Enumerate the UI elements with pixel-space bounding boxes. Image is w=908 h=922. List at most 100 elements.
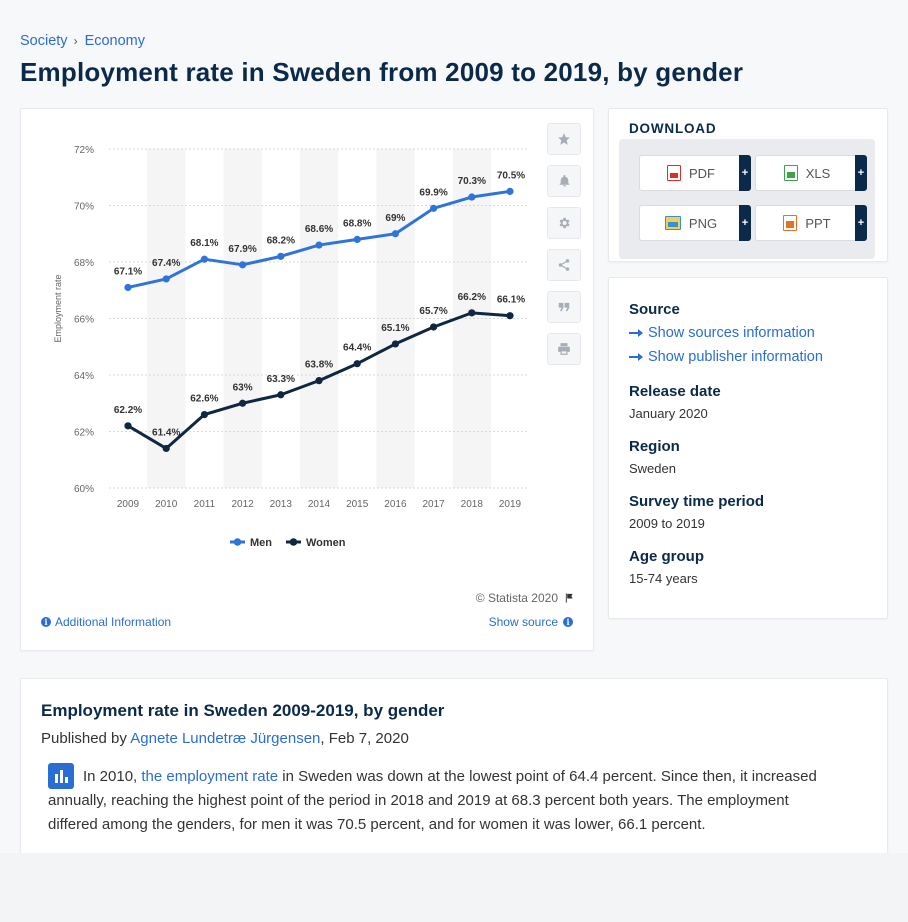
additional-information-link[interactable]: i Additional Information: [41, 615, 171, 629]
flag-icon[interactable]: [564, 592, 575, 604]
download-xls-plus[interactable]: +: [855, 155, 867, 191]
download-xls-button[interactable]: XLS: [755, 155, 859, 191]
info-icon: i: [563, 617, 573, 627]
download-card: DOWNLOAD PDF + XLS + PNG + PPT +: [608, 108, 888, 262]
download-pdf-button[interactable]: PDF: [639, 155, 743, 191]
cite-button[interactable]: [547, 291, 581, 323]
notification-button[interactable]: [547, 165, 581, 197]
data-label: 69.9%: [419, 187, 447, 198]
source-heading: Source: [629, 301, 680, 318]
x-tick-label: 2017: [422, 499, 445, 510]
pdf-file-icon: [667, 165, 681, 181]
data-label: 67.9%: [228, 244, 256, 255]
y-tick-label: 70%: [74, 202, 94, 213]
download-png-button[interactable]: PNG: [639, 205, 743, 241]
breadcrumb-economy[interactable]: Economy: [84, 33, 146, 49]
data-label: 63.3%: [267, 374, 295, 385]
settings-button[interactable]: [547, 207, 581, 239]
x-tick-label: 2014: [308, 499, 331, 510]
favorite-button[interactable]: [547, 123, 581, 155]
download-png-plus[interactable]: +: [739, 205, 751, 241]
data-label: 69%: [385, 213, 405, 224]
y-tick-label: 64%: [74, 371, 94, 382]
article-card: Employment rate in Sweden 2009-2019, by …: [20, 678, 888, 868]
arrow-right-icon: [629, 329, 643, 337]
data-label: 68.1%: [190, 238, 218, 249]
page: Society › Economy Employment rate in Swe…: [20, 33, 888, 868]
statistic-icon: [48, 763, 74, 789]
data-label: 65.1%: [381, 323, 409, 334]
x-tick-label: 2010: [155, 499, 178, 510]
release-date-value: January 2020: [629, 406, 708, 421]
quote-icon: [558, 302, 570, 312]
x-tick-label: 2018: [461, 499, 484, 510]
published-date: , Feb 7, 2020: [320, 730, 409, 747]
data-point: [239, 261, 247, 269]
data-point: [124, 283, 132, 292]
y-tick-label: 72%: [74, 145, 94, 156]
data-point: [200, 410, 208, 419]
data-label: 63%: [233, 382, 253, 393]
ppt-file-icon: [783, 215, 798, 231]
article-title: Employment rate in Sweden 2009-2019, by …: [41, 701, 445, 720]
data-label: 67.4%: [152, 258, 180, 269]
copyright: © Statista 2020: [476, 591, 575, 605]
data-point: [506, 187, 514, 195]
print-icon: [558, 343, 570, 355]
region-heading: Region: [629, 438, 680, 455]
data-label: 70.3%: [458, 176, 486, 187]
age-group-heading: Age group: [629, 548, 704, 565]
show-sources-link[interactable]: Show sources information: [629, 325, 815, 341]
age-group-value: 15-74 years: [629, 571, 698, 586]
print-button[interactable]: [547, 333, 581, 365]
x-tick-label: 2013: [270, 499, 293, 510]
download-ppt-plus[interactable]: +: [855, 205, 867, 241]
data-point: [315, 377, 323, 385]
xls-file-icon: [783, 165, 798, 181]
show-source-link[interactable]: Show source i: [489, 615, 573, 629]
survey-period-value: 2009 to 2019: [629, 516, 705, 531]
y-tick-label: 68%: [74, 258, 94, 269]
download-title: DOWNLOAD: [629, 121, 717, 136]
download-xls-label: XLS: [805, 165, 831, 181]
article-text-part2: in Sweden was down at the lowest point o…: [48, 768, 817, 833]
share-button[interactable]: [547, 249, 581, 281]
download-ppt-label: PPT: [805, 215, 831, 231]
bell-icon: [559, 175, 569, 187]
data-label: 68.8%: [343, 218, 371, 229]
data-point: [162, 444, 170, 453]
download-pdf-plus[interactable]: +: [739, 155, 751, 191]
show-publisher-label: Show publisher information: [648, 349, 823, 365]
employment-rate-link[interactable]: the employment rate: [141, 768, 279, 785]
download-ppt-button[interactable]: PPT: [755, 205, 859, 241]
bottom-band: [0, 853, 908, 922]
gear-icon: [559, 217, 570, 229]
author-link[interactable]: Agnete Lundetræ Jürgensen: [130, 730, 321, 747]
data-label: 64.4%: [343, 343, 371, 354]
x-tick-label: 2012: [231, 499, 254, 510]
data-point: [315, 241, 323, 249]
download-box: PDF + XLS + PNG + PPT +: [619, 139, 875, 259]
x-tick-label: 2015: [346, 499, 369, 510]
show-publisher-link[interactable]: Show publisher information: [629, 349, 823, 365]
download-pdf-label: PDF: [689, 165, 715, 181]
star-icon: [558, 133, 570, 145]
published-line: Published by Agnete Lundetræ Jürgensen, …: [41, 730, 409, 747]
data-point: [162, 275, 170, 283]
legend-label: Men: [250, 537, 272, 549]
x-tick-label: 2019: [499, 499, 522, 510]
data-point: [124, 422, 132, 430]
data-point: [430, 323, 438, 331]
article-text: In 2010, the employment rate in Sweden w…: [48, 765, 828, 837]
release-date-heading: Release date: [629, 383, 721, 400]
breadcrumb-society[interactable]: Society: [20, 33, 68, 49]
data-label: 62.6%: [190, 394, 218, 405]
legend-marker: [233, 538, 242, 546]
published-prefix: Published by: [41, 730, 127, 747]
show-source-label: Show source: [488, 615, 558, 629]
data-label: 65.7%: [419, 306, 447, 317]
data-label: 68.6%: [305, 224, 333, 235]
article-text-part1: In 2010,: [83, 768, 142, 785]
arrow-right-icon: [629, 353, 643, 361]
share-icon: [558, 259, 570, 271]
